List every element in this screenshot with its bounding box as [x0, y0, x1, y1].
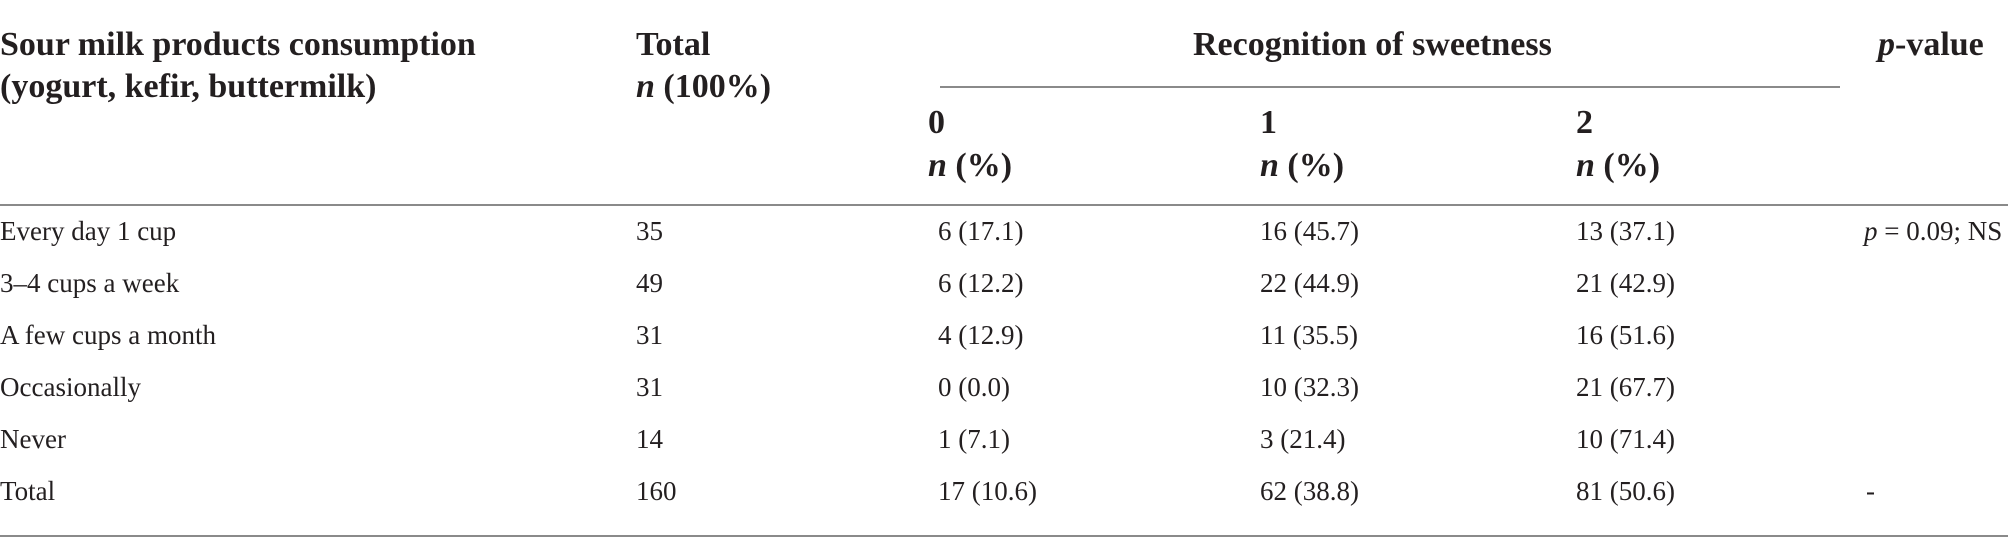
header-pvalue-p-symbol: p — [1878, 26, 1895, 63]
table-bottom-rule — [0, 535, 2008, 537]
row-level-2: 16 (51.6) — [1576, 320, 1675, 350]
header-level-2-n: n (%) — [1576, 149, 1660, 183]
header-level-2: 2 — [1576, 104, 1593, 141]
header-level-0-n: n (%) — [928, 149, 1012, 183]
row-total: 49 — [636, 268, 663, 298]
row-total: 35 — [636, 216, 663, 246]
pvalue-text: = 0.09; NS — [1877, 216, 2003, 246]
row-label: 3–4 cups a week — [0, 268, 180, 298]
row-total: 14 — [636, 424, 663, 454]
header-total-line1: Total — [636, 26, 711, 63]
row-level-1: 16 (45.7) — [1260, 216, 1359, 246]
row-level-1: 62 (38.8) — [1260, 476, 1359, 506]
row-level-2: 13 (37.1) — [1576, 216, 1675, 246]
row-level-0: 6 (17.1) — [938, 216, 1024, 246]
row-level-1: 10 (32.3) — [1260, 372, 1359, 402]
row-label: Total — [0, 476, 56, 506]
row-level-2: 10 (71.4) — [1576, 424, 1675, 454]
header-total-line2: n (100%) — [636, 70, 771, 104]
header-level-0: 0 — [928, 104, 945, 141]
row-level-0: 6 (12.2) — [938, 268, 1024, 298]
header-consumption-line1: Sour milk products consumption — [0, 26, 476, 63]
header-recognition-of-sweetness: Recognition of sweetness — [1193, 26, 1552, 63]
row-level-1: 22 (44.9) — [1260, 268, 1359, 298]
group-header-rule — [940, 86, 1840, 88]
header-bottom-rule — [0, 204, 2008, 206]
row-total: 160 — [636, 476, 677, 506]
pvalue-p-symbol: p — [1864, 216, 1878, 246]
row-level-0: 0 (0.0) — [938, 372, 1010, 402]
header-level-1-n: n (%) — [1260, 149, 1344, 183]
header-level-1: 1 — [1260, 104, 1277, 141]
row-label: Never — [0, 424, 66, 454]
header-consumption-line2: (yogurt, kefir, buttermilk) — [0, 68, 377, 105]
row-label: Every day 1 cup — [0, 216, 177, 246]
row-level-2: 21 (42.9) — [1576, 268, 1675, 298]
row-level-0: 1 (7.1) — [938, 424, 1010, 454]
row-label: A few cups a month — [0, 320, 216, 350]
pvalue-total-dash: - — [1866, 476, 1875, 506]
header-total-suffix: (100%) — [654, 68, 772, 105]
row-total: 31 — [636, 372, 663, 402]
header-level-1-suffix: (%) — [1278, 147, 1345, 184]
row-total: 31 — [636, 320, 663, 350]
header-total-n-symbol: n — [636, 68, 655, 105]
row-label: Occasionally — [0, 372, 141, 402]
header-level-0-n-symbol: n — [928, 147, 947, 184]
pvalue-result: p = 0.09; NS — [1864, 218, 2002, 245]
row-level-1: 11 (35.5) — [1260, 320, 1358, 350]
row-level-1: 3 (21.4) — [1260, 424, 1346, 454]
row-level-0: 17 (10.6) — [938, 476, 1037, 506]
row-level-0: 4 (12.9) — [938, 320, 1024, 350]
row-level-2: 21 (67.7) — [1576, 372, 1675, 402]
header-level-2-n-symbol: n — [1576, 147, 1595, 184]
row-level-2: 81 (50.6) — [1576, 476, 1675, 506]
header-level-1-n-symbol: n — [1260, 147, 1279, 184]
header-pvalue: p-value — [1878, 28, 1984, 62]
header-pvalue-suffix: -value — [1895, 26, 1984, 63]
header-level-0-suffix: (%) — [946, 147, 1013, 184]
header-level-2-suffix: (%) — [1594, 147, 1661, 184]
